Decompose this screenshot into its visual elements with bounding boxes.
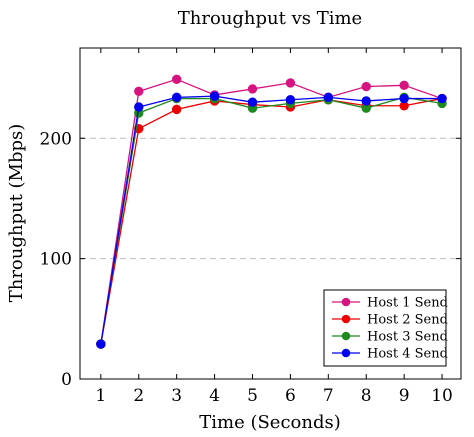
series-line <box>100 95 443 345</box>
x-tick-label: 4 <box>209 386 220 406</box>
legend-entry-label: Host 2 Send <box>367 313 448 328</box>
data-point <box>134 102 144 112</box>
legend-entry-label: Host 3 Send <box>367 330 448 345</box>
data-point <box>361 81 371 92</box>
data-point <box>285 78 296 88</box>
data-point <box>323 92 334 103</box>
y-tick-label: 200 <box>40 129 72 149</box>
x-tick-label: 8 <box>361 386 372 406</box>
axis-ticks: 0 100 200 1 2 3 4 5 6 7 8 9 10 <box>40 48 461 406</box>
series-line <box>100 78 443 345</box>
data-point <box>399 93 409 104</box>
x-tick-label: 7 <box>323 386 334 406</box>
y-tick-label: 0 <box>61 370 72 390</box>
x-tick-label: 9 <box>399 386 410 406</box>
legend-swatch-marker <box>341 314 351 324</box>
series-line <box>100 96 443 345</box>
data-point <box>437 93 447 104</box>
data-point <box>247 97 258 107</box>
x-tick-label: 10 <box>431 386 453 406</box>
x-tick-label: 6 <box>285 386 296 406</box>
legend-swatch-marker <box>341 331 351 341</box>
x-tick-label: 5 <box>247 386 258 406</box>
legend-swatch-marker <box>341 297 351 307</box>
plot-frame <box>79 47 462 380</box>
y-tick-label: 100 <box>40 250 72 270</box>
data-point <box>171 104 182 115</box>
data-point <box>96 339 106 349</box>
legend: Host 1 Send Host 2 Send Host 3 Send Host 4 … <box>323 289 448 367</box>
x-tick-label: 1 <box>95 386 106 406</box>
series-4 <box>96 91 447 349</box>
legend-swatch-marker <box>341 348 351 358</box>
data-point <box>247 84 258 94</box>
legend-entry-label: Host 4 Send <box>367 347 448 362</box>
x-axis-title: Time (Seconds) <box>199 412 341 433</box>
data-point <box>209 91 220 101</box>
data-point <box>399 80 409 91</box>
y-axis-title: Throughput (Mbps) <box>6 124 27 303</box>
grid-lines <box>80 137 461 260</box>
data-point <box>285 95 296 105</box>
legend-entry-label: Host 1 Send <box>367 296 448 311</box>
chart-title: Throughput vs Time <box>178 8 362 29</box>
data-point <box>134 86 144 97</box>
data-point <box>171 92 182 103</box>
series-layer <box>96 74 447 349</box>
x-tick-label: 3 <box>171 386 182 406</box>
data-point <box>361 96 371 106</box>
x-tick-label: 2 <box>133 386 144 406</box>
data-point <box>171 74 182 84</box>
